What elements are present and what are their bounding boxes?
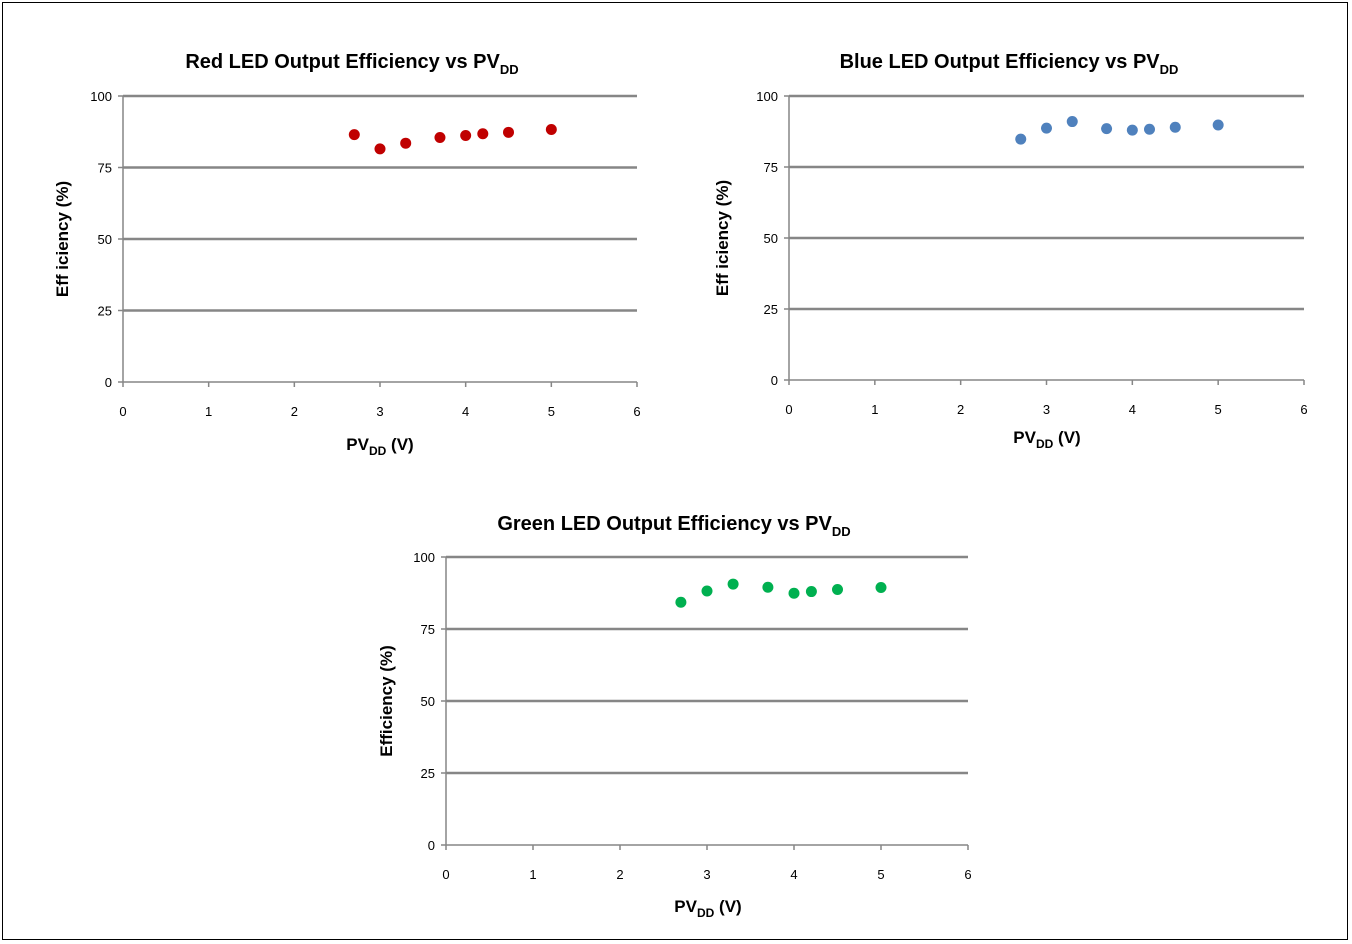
chart-red-xtick-label: 0: [119, 404, 126, 419]
chart-red-ytick-label: 50: [98, 232, 112, 247]
chart-blue-y-axis-label: Eff iciency (%): [713, 180, 732, 296]
chart-green-xtick-label: 6: [964, 867, 971, 882]
chart-red-point: [348, 129, 360, 141]
chart-green-point: [805, 586, 817, 598]
chart-red-ytick-label: 75: [98, 161, 112, 176]
chart-blue-point: [1169, 121, 1181, 133]
chart-blue-point: [1015, 133, 1027, 145]
chart-blue-xtick-label: 3: [1043, 402, 1050, 417]
chart-blue-point: [1144, 123, 1155, 135]
chart-green-point: [675, 596, 687, 608]
chart-blue-xtick-label: 2: [957, 402, 964, 417]
chart-blue-x-axis-label: PVDD (V): [1013, 428, 1080, 451]
chart-blue-xtick-label: 0: [785, 402, 792, 417]
chart-red-xtick-label: 6: [633, 404, 640, 419]
chart-green-xtick-label: 3: [703, 867, 710, 882]
chart-red-title: Red LED Output Efficiency vs PVDD: [185, 51, 518, 77]
chart-green-xtick-label: 4: [790, 867, 797, 882]
chart-green-y-axis-label: Efficiency (%): [377, 645, 396, 756]
chart-red-xtick-label: 4: [462, 404, 469, 419]
chart-green-ytick-label: 25: [421, 766, 435, 781]
chart-green: 0 25 50 75 100 0 1 2 3 4 5 6 Green LED Output Effici…: [377, 513, 972, 920]
chart-red-xtick-label: 1: [205, 404, 212, 419]
chart-green-point: [727, 578, 739, 590]
chart-red-ytick-label: 25: [98, 304, 112, 319]
chart-blue-xtick-label: 5: [1215, 402, 1222, 417]
chart-red-xtick-label: 5: [548, 404, 555, 419]
chart-blue-title: Blue LED Output Efficiency vs PVDD: [840, 51, 1179, 77]
chart-green-x-axis-label: PVDD (V): [674, 897, 741, 920]
chart-red-y-axis-label: Eff iciency (%): [53, 181, 72, 297]
chart-green-title: Green LED Output Efficiency vs PVDD: [497, 513, 850, 539]
chart-red-ytick-label: 100: [90, 89, 112, 104]
chart-red-point: [460, 129, 472, 141]
chart-blue-xtick-label: 1: [871, 402, 878, 417]
chart-blue-point: [1066, 116, 1078, 128]
chart-red-point: [545, 123, 557, 135]
chart-green-ytick-label: 0: [428, 838, 435, 853]
chart-blue-xtick-label: 6: [1300, 402, 1307, 417]
chart-green-point: [832, 584, 843, 596]
chart-blue-point: [1101, 123, 1113, 135]
chart-red-point: [503, 126, 514, 138]
chart-blue-point: [1126, 124, 1138, 136]
chart-green-point: [701, 585, 713, 597]
chart-red-point: [374, 143, 386, 155]
chart-green-xtick-label: 5: [877, 867, 884, 882]
chart-green-xtick-label: 1: [529, 867, 536, 882]
chart-green-xtick-label: 2: [616, 867, 623, 882]
chart-red-x-axis-label: PVDD (V): [346, 435, 413, 458]
chart-green-point: [875, 582, 887, 594]
chart-blue-ytick-label: 25: [764, 302, 778, 317]
chart-red-ytick-label: 0: [105, 375, 112, 390]
chart-green-ytick-label: 50: [421, 694, 435, 709]
chart-blue-point: [1212, 119, 1224, 131]
chart-blue-point: [1041, 122, 1052, 134]
chart-red-point: [400, 137, 412, 149]
chart-red: 0 25 50 75 100 0 1 2 3 4 5 6 Red LED Output Efficien…: [53, 51, 641, 458]
chart-green-ytick-label: 100: [413, 550, 435, 565]
chart-red-xtick-label: 3: [376, 404, 383, 419]
chart-blue-xtick-label: 4: [1129, 402, 1136, 417]
chart-red-xtick-label: 2: [291, 404, 298, 419]
chart-green-ytick-label: 75: [421, 622, 435, 637]
chart-blue-ytick-label: 75: [764, 160, 778, 175]
chart-green-xtick-label: 0: [442, 867, 449, 882]
chart-blue: 0 25 50 75 100 0 1 2 3 4 5 6 Blue LED Output Efficie…: [713, 51, 1308, 451]
chart-green-point: [788, 587, 800, 599]
chart-blue-ytick-label: 0: [771, 373, 778, 388]
chart-blue-ytick-label: 100: [756, 89, 778, 104]
chart-blue-ytick-label: 50: [764, 231, 778, 246]
chart-red-point: [434, 131, 446, 143]
chart-green-point: [762, 581, 774, 593]
chart-red-point: [477, 128, 489, 140]
